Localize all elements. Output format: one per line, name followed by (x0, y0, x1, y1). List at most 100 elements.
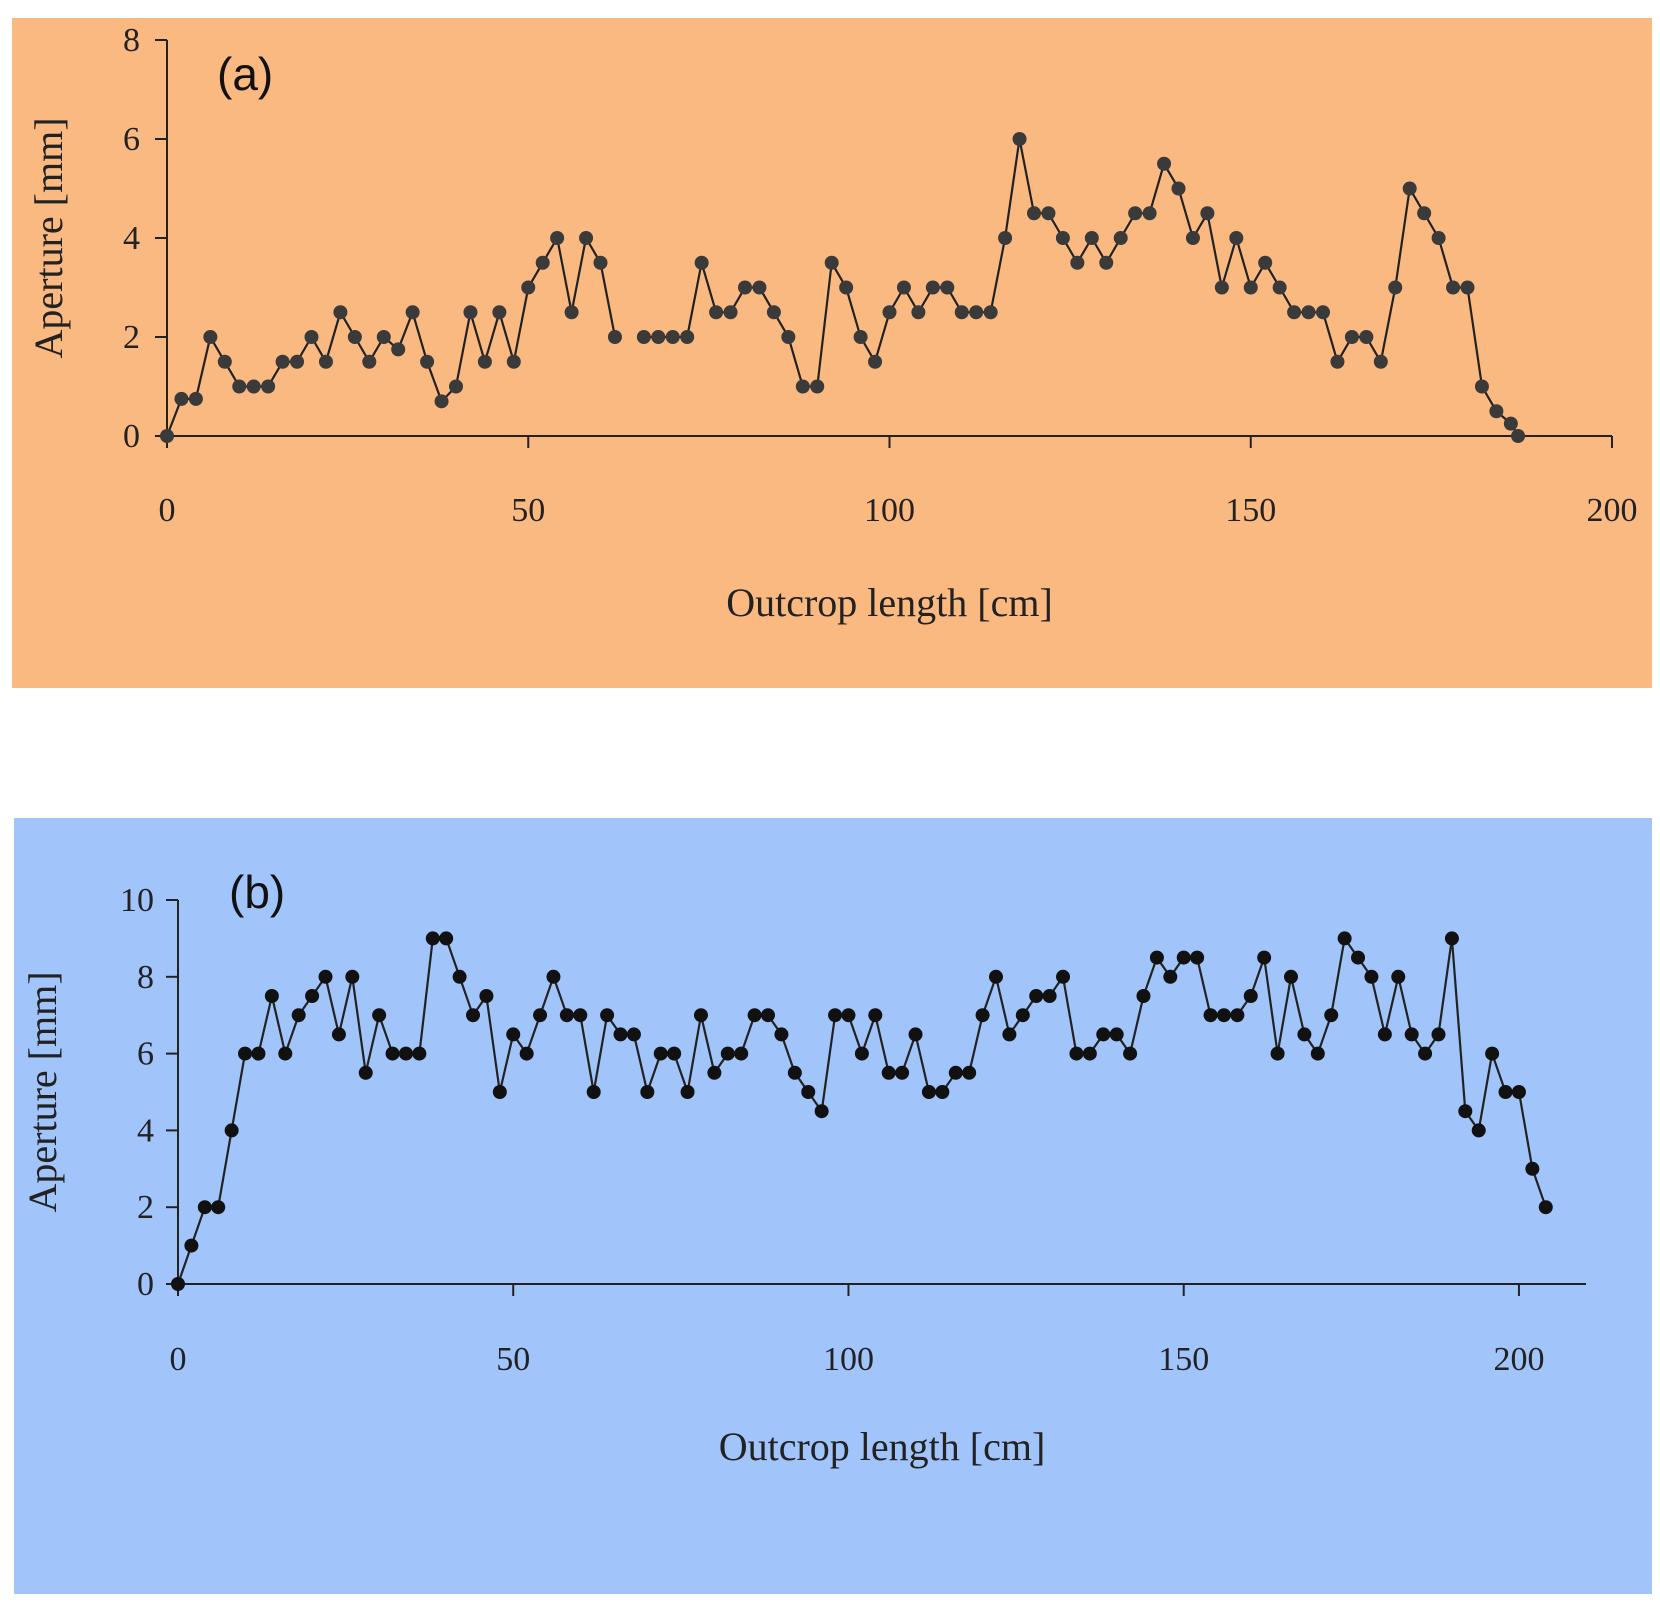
chart-a-data-point (752, 280, 767, 295)
chart-a-data-point (521, 280, 536, 295)
chart-a-data-point (925, 280, 940, 295)
chart-a-data-point (1489, 404, 1504, 419)
chart-a-data-point (1258, 255, 1273, 270)
chart-b-data-point (895, 1065, 910, 1080)
chart-a-data-point (304, 330, 319, 344)
chart-a-data-point (1200, 206, 1215, 221)
chart-b-data-point (492, 1085, 507, 1099)
chart-a-x-tick-label: 200 (1587, 492, 1638, 529)
chart-b-data-point (841, 1008, 856, 1023)
chart-b-data-point (680, 1085, 695, 1099)
chart-a-x-axis-title: Outcrop length [cm] (726, 580, 1053, 625)
chart-a-data-point (680, 330, 695, 344)
chart-b-y-tick-label: 6 (137, 1036, 154, 1073)
chart-b-data-point (948, 1065, 963, 1080)
chart-a-data-point (550, 231, 565, 245)
chart-a-data-point (160, 429, 174, 443)
chart-a-data-point (998, 231, 1013, 245)
chart-b-data-point (1216, 1008, 1231, 1023)
chart-a-data-point (1243, 280, 1258, 295)
chart-b-data-point (398, 1046, 413, 1061)
chart-a-y-tick-label: 8 (123, 22, 140, 59)
chart-b-data-point (1458, 1104, 1473, 1119)
chart-b-y-tick-label: 10 (120, 882, 154, 919)
chart-b-data-point (184, 1238, 199, 1253)
chart-b-x-tick-label: 50 (496, 1341, 530, 1378)
chart-a-data-point (1344, 330, 1359, 344)
chart-b-data-point (533, 1008, 548, 1023)
chart-a-data-point (1359, 330, 1374, 344)
chart-a-x-tick-label: 100 (864, 492, 915, 529)
chart-a-data-point (1229, 231, 1244, 245)
chart-a-data-point (1171, 181, 1186, 196)
chart-a-data-point (174, 391, 189, 406)
chart-b-data-point (1176, 950, 1191, 965)
chart-b-data-point (1498, 1085, 1513, 1099)
chart-b-data-point (707, 1065, 722, 1080)
chart-a-data-point (636, 330, 651, 344)
chart-panel-b: 0 2 4 6 8 10 0 50 100 150 200 Outcrop length [cm] Ap… (14, 818, 1652, 1594)
chart-a-data-point (694, 255, 709, 270)
chart-a-panel-label: (a) (217, 48, 273, 100)
chart-b-data-point (1270, 1046, 1285, 1061)
chart-b-data-point (1297, 1027, 1312, 1042)
chart-a-data-point (651, 330, 666, 344)
chart-b-data-point (1243, 989, 1258, 1003)
chart-a-data-point (579, 231, 594, 245)
chart-a-data-point (1301, 305, 1316, 320)
chart-b-data-point (345, 969, 360, 984)
chart-a-x-tick-label: 50 (511, 492, 545, 529)
chart-b-data-point (1418, 1046, 1433, 1061)
chart-b-data-point (693, 1008, 708, 1023)
chart-a-svg: 0 2 4 6 8 0 50 100 150 200 Outcrop length [cm] Aper… (12, 18, 1652, 688)
chart-a-data-point (723, 305, 738, 320)
chart-b-data-point (1230, 1008, 1245, 1023)
chart-b-data-point (546, 969, 561, 984)
chart-b-data-point (908, 1027, 923, 1042)
chart-a-data-point (434, 394, 449, 409)
chart-a-x-tick-label: 150 (1225, 492, 1276, 529)
chart-b-data-point (761, 1008, 776, 1023)
chart-a-data-point (1474, 379, 1489, 394)
chart-b-data-point (1444, 931, 1459, 946)
chart-b-data-point (331, 1027, 346, 1042)
chart-a-data-point (954, 305, 969, 320)
chart-a-data-point (709, 305, 724, 320)
chart-a-data-point (1316, 305, 1330, 320)
chart-b-y-axis-title: Aperture [mm] (20, 971, 65, 1212)
chart-a-data-point (911, 305, 926, 320)
chart-b-data-point (600, 1008, 615, 1023)
chart-b-data-point (211, 1200, 226, 1215)
chart-a-data-point (449, 379, 463, 394)
chart-b-data-point (1257, 950, 1272, 965)
chart-a-data-point (420, 354, 435, 369)
chart-b-data-point (1538, 1200, 1553, 1215)
chart-b-panel-label: (b) (229, 866, 285, 918)
chart-b-data-point (814, 1104, 829, 1119)
chart-b-data-point (1190, 950, 1205, 965)
chart-b-x-tick-label: 200 (1493, 1341, 1544, 1378)
chart-b-data-point (1056, 969, 1071, 984)
chart-b-data-point (372, 1008, 387, 1023)
chart-a-data-point (1503, 416, 1518, 431)
chart-a-data-point (203, 330, 218, 344)
chart-a-data-point (333, 305, 348, 320)
chart-b-data-point (573, 1008, 588, 1023)
chart-b-data-point (613, 1027, 628, 1042)
chart-b-data-point (1525, 1161, 1540, 1176)
chart-b-data-point (626, 1027, 641, 1042)
chart-a-data-point (463, 305, 478, 320)
chart-a-data-point (853, 330, 868, 344)
chart-a-data-point (318, 354, 333, 369)
chart-a-data-point (391, 342, 406, 357)
chart-b-data-point (1511, 1085, 1526, 1099)
chart-b-y-tick-label: 0 (137, 1266, 154, 1303)
chart-a-data-point (290, 354, 305, 369)
chart-a-data-point (535, 255, 550, 270)
chart-b-data-point (1364, 969, 1379, 984)
chart-b-data-point (1391, 969, 1406, 984)
chart-b-data-point (881, 1065, 896, 1080)
chart-a-data-point (940, 280, 955, 295)
chart-b-data-point (640, 1085, 655, 1099)
chart-b-data-point (1471, 1123, 1486, 1138)
